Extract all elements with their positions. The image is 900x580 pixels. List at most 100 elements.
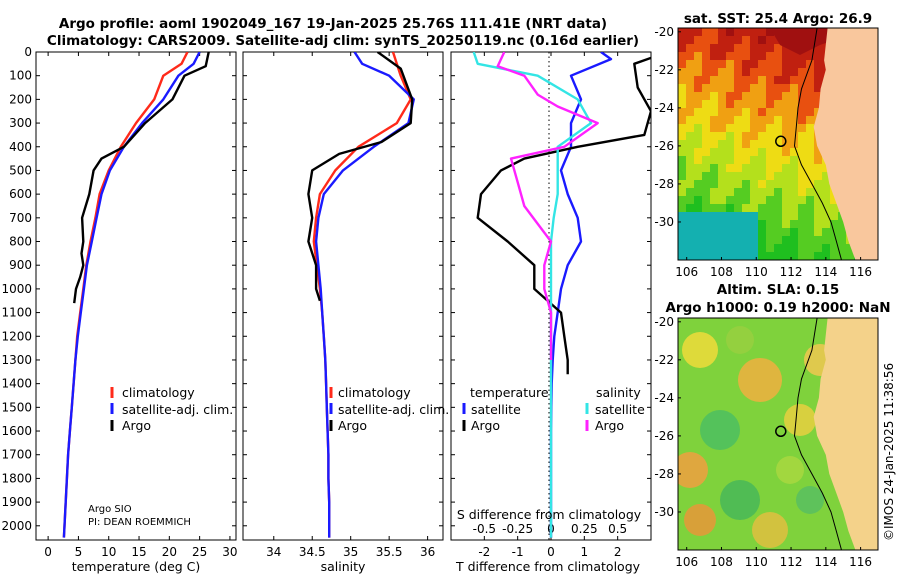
sst-cell (758, 116, 766, 124)
sst-cell (734, 220, 742, 228)
sst-cell (750, 52, 758, 60)
sst-cell (678, 100, 686, 108)
sst-cell (742, 188, 750, 196)
sst-cell (734, 148, 742, 156)
sla-blob (776, 456, 804, 484)
y-tick-label: 700 (9, 211, 32, 225)
sla-map-title-line1: Altim. SLA: 0.15 (717, 282, 839, 298)
sst-cell (734, 204, 742, 212)
sst-cell (678, 52, 686, 60)
sst-cell (774, 228, 782, 236)
map-y-tick-label: -26 (654, 139, 674, 153)
y-tick-label: 1400 (1, 377, 32, 391)
legend-label-s-argo: Argo (595, 418, 624, 433)
difference-panel: -2 -1 0 1 2 -0.5 -0.25 0 0.25 0.5 T difference f… (450, 51, 652, 574)
sst-cell (806, 100, 814, 108)
legend-label-t-argo: Argo (471, 418, 500, 433)
y-tick-label: 500 (9, 163, 32, 177)
sst-cell (798, 92, 806, 100)
sst-cell (766, 68, 774, 76)
sst-cell (774, 164, 782, 172)
sst-cell (790, 236, 798, 244)
sst-cell (718, 116, 726, 124)
sst-cell (774, 140, 782, 148)
sst-cell (758, 164, 766, 172)
difference-x-ticks: -2 -1 0 1 2 (478, 52, 621, 559)
figure-title-line2: Climatology: CARS2009. Satellite-adj cli… (47, 33, 639, 49)
sst-cell (702, 92, 710, 100)
sst-cell (750, 244, 758, 252)
sst-cell (758, 60, 766, 68)
map-y-tick-label: -24 (654, 101, 674, 115)
sst-cell (726, 172, 734, 180)
sst-cell (678, 140, 686, 148)
sst-cell (686, 116, 694, 124)
x-tick-label: 10 (101, 545, 116, 559)
sst-cell (806, 196, 814, 204)
y-tick-label: 400 (9, 140, 32, 154)
sst-cell (678, 28, 686, 36)
sst-cell (766, 204, 774, 212)
x-tick-label: 1 (581, 545, 589, 559)
temperature-legend: climatology satellite-adj. clim. Argo (110, 385, 233, 433)
sst-cell (814, 84, 822, 92)
sst-cell (694, 52, 702, 60)
sst-cell (750, 156, 758, 164)
sst-cell (726, 156, 734, 164)
sst-cell (678, 132, 686, 140)
sst-cell (750, 204, 758, 212)
sst-cell (822, 180, 830, 188)
sst-cell (782, 228, 790, 236)
sst-cell (774, 244, 782, 252)
x-tick-label: 35 (343, 545, 358, 559)
map-x-tick-label: 110 (745, 555, 768, 569)
sst-cell (750, 124, 758, 132)
sst-cell (750, 236, 758, 244)
difference-xlabel: T difference from climatology (455, 559, 641, 574)
sst-cell (790, 124, 798, 132)
sst-cell (742, 228, 750, 236)
x-tick-label: 34.5 (299, 545, 326, 559)
y-tick-label: 0 (24, 45, 32, 59)
sst-cell (750, 28, 758, 36)
sst-cell (750, 108, 758, 116)
sst-cell (718, 172, 726, 180)
map-x-tick-label: 106 (675, 265, 698, 279)
sst-cell (678, 108, 686, 116)
sst-cell (774, 196, 782, 204)
sla-blob (726, 326, 754, 354)
sst-cell (806, 236, 814, 244)
sst-cell (838, 244, 846, 252)
sst-cell (774, 220, 782, 228)
sst-cell (742, 252, 750, 260)
sst-cell (734, 124, 742, 132)
sst-cell (750, 196, 758, 204)
y-tick-label: 200 (9, 92, 32, 106)
sst-cell (734, 36, 742, 44)
sst-cell (718, 44, 726, 52)
map-y-tick-label: -28 (654, 467, 674, 481)
sst-cell (686, 52, 694, 60)
sst-cell (702, 116, 710, 124)
sst-cell (710, 84, 718, 92)
sst-cell (798, 196, 806, 204)
sst-cell (766, 116, 774, 124)
sst-cell (702, 188, 710, 196)
sst-cell (798, 236, 806, 244)
sst-cell (710, 52, 718, 60)
sst-cell (694, 236, 702, 244)
difference-legend-salinity: salinity satellite Argo (585, 385, 645, 433)
sst-cell (750, 188, 758, 196)
sst-cell (798, 60, 806, 68)
sst-cell (694, 156, 702, 164)
sst-cell (830, 244, 838, 252)
sst-cell (678, 212, 686, 220)
sst-cell (718, 108, 726, 116)
legend-label-satellite: satellite-adj. clim. (338, 402, 449, 417)
sst-cell (678, 44, 686, 52)
temperature-panel: 0100200300400500600700800900100011001200… (1, 45, 237, 574)
sst-cell (702, 204, 710, 212)
sst-cell (710, 100, 718, 108)
sst-cell (806, 60, 814, 68)
sst-cell (806, 204, 814, 212)
